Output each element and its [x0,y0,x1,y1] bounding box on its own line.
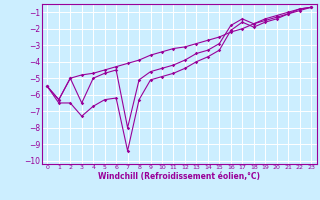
X-axis label: Windchill (Refroidissement éolien,°C): Windchill (Refroidissement éolien,°C) [98,172,260,181]
